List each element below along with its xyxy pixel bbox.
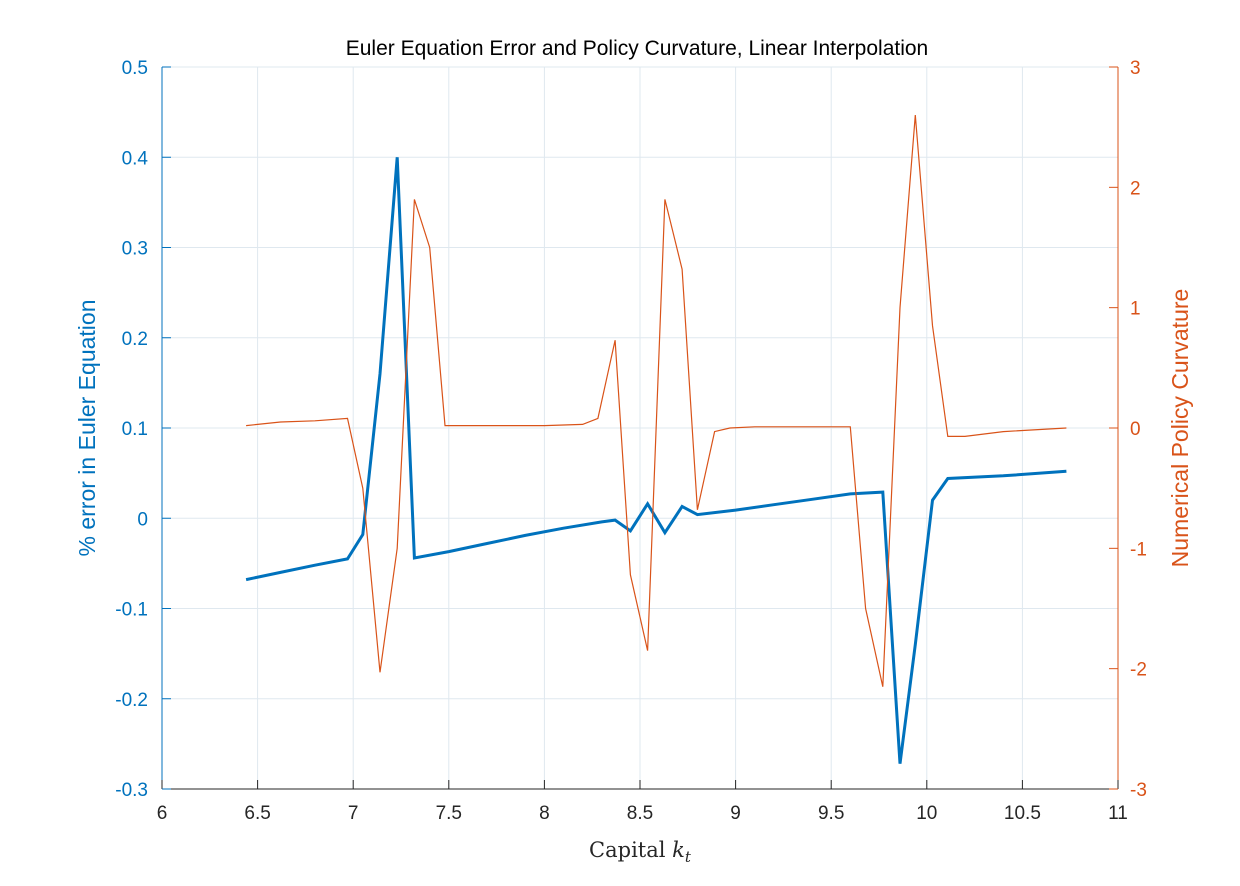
x-tick-label: 8	[539, 803, 550, 824]
x-tick-label: 11	[1108, 803, 1128, 824]
y-axis-right-label: Numerical Policy Curvature	[1167, 289, 1193, 568]
y-left-tick-label: 0.5	[122, 58, 148, 79]
x-axis-label-text: Capital	[589, 838, 666, 862]
x-axis-label-symbol: k	[672, 838, 685, 862]
chart-title: Euler Equation Error and Policy Curvatur…	[346, 37, 928, 60]
x-axis-label-subscript: t	[685, 848, 692, 866]
y-left-tick-label: 0.2	[122, 329, 148, 350]
y-right-tick-label: -3	[1130, 780, 1147, 801]
x-tick-label: 8.5	[627, 803, 653, 824]
y-right-tick-label: 2	[1130, 178, 1141, 199]
x-tick-label: 6	[157, 803, 168, 824]
x-tick-label: 10	[916, 803, 937, 824]
series-line-euler-error	[245, 157, 1067, 764]
y-left-tick-label: -0.1	[115, 600, 148, 621]
y-left-tick-label: -0.3	[115, 780, 148, 801]
x-tick-label: 7	[348, 803, 359, 824]
y-left-tick-label: -0.2	[115, 690, 148, 711]
x-tick-label: 10.5	[1004, 803, 1041, 824]
x-tick-label: 9.5	[818, 803, 844, 824]
series-line-policy-curvature	[246, 115, 1067, 687]
y-right-tick-label: -2	[1130, 660, 1147, 681]
y-left-tick-label: 0.1	[122, 419, 148, 440]
y-left-tick-label: 0.3	[122, 239, 148, 260]
y-left-tick-label: 0	[137, 509, 148, 530]
tick-labels: 6 6.5 7 7.5 8 8.5 9 9.5 10 10.5 11-0.3-0.2-0.100.1…	[115, 58, 1147, 824]
y-right-tick-label: -1	[1130, 539, 1147, 560]
x-tick-label: 6.5	[244, 803, 270, 824]
y-left-tick-label: 0.4	[122, 148, 149, 169]
y-right-tick-label: 0	[1130, 419, 1141, 440]
y-right-tick-label: 3	[1130, 58, 1141, 79]
axes	[161, 66, 1119, 790]
plot-series	[245, 115, 1067, 764]
x-axis-label: Capital kt	[589, 838, 692, 866]
y-axis-left-label: % error in Euler Equation	[74, 300, 100, 557]
grid-lines	[161, 66, 1119, 790]
y-right-tick-label: 1	[1130, 299, 1141, 320]
x-tick-label: 9	[730, 803, 741, 824]
x-tick-label: 7.5	[436, 803, 462, 824]
